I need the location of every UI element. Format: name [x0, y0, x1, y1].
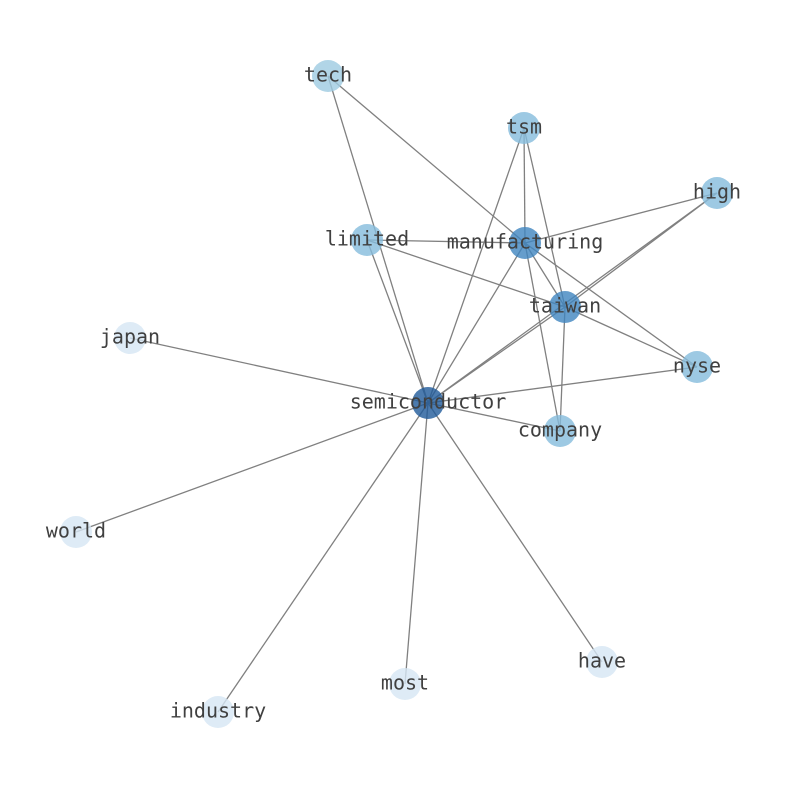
edge: [523, 127, 526, 244]
edge: [523, 127, 566, 308]
edge: [559, 306, 566, 432]
node-label: have: [578, 649, 626, 673]
node: [549, 291, 581, 323]
node: [586, 646, 618, 678]
edge: [427, 402, 603, 663]
edge: [524, 192, 718, 244]
labels: tech tsm high limited manufacturing taiwan jap…: [46, 63, 741, 723]
node: [351, 224, 383, 256]
edge: [129, 337, 429, 404]
node: [508, 112, 540, 144]
edge: [366, 239, 526, 244]
node-label: limited: [325, 227, 409, 251]
edge: [427, 127, 525, 404]
node-label: tsm: [506, 115, 542, 139]
node-label: japan: [100, 325, 160, 349]
edge: [524, 242, 561, 432]
node-label: company: [518, 418, 602, 442]
node-label: tech: [304, 63, 352, 87]
nodes: [60, 60, 733, 728]
edge: [217, 402, 429, 713]
edge: [427, 402, 561, 432]
edge: [564, 306, 698, 368]
edge: [427, 242, 526, 404]
node: [412, 387, 444, 419]
node: [509, 227, 541, 259]
node: [60, 516, 92, 548]
node: [544, 415, 576, 447]
edge: [366, 239, 429, 404]
edge: [366, 239, 566, 308]
node-label: nyse: [673, 354, 721, 378]
node-label: taiwan: [529, 294, 601, 318]
node: [701, 177, 733, 209]
node: [312, 60, 344, 92]
node: [202, 696, 234, 728]
node-label: high: [693, 180, 741, 204]
node-label: manufacturing: [447, 230, 604, 254]
edges: [75, 75, 718, 713]
node-label: most: [381, 671, 429, 695]
edge: [524, 242, 698, 368]
edge: [564, 192, 718, 308]
edge: [75, 402, 429, 533]
edge: [404, 402, 429, 685]
edge: [427, 366, 698, 404]
node: [114, 322, 146, 354]
node-label: semiconductor: [350, 390, 507, 414]
node-label: industry: [170, 699, 266, 723]
node-label: world: [46, 519, 106, 543]
edge: [427, 306, 566, 404]
edge: [327, 75, 526, 244]
node: [389, 668, 421, 700]
node: [681, 351, 713, 383]
